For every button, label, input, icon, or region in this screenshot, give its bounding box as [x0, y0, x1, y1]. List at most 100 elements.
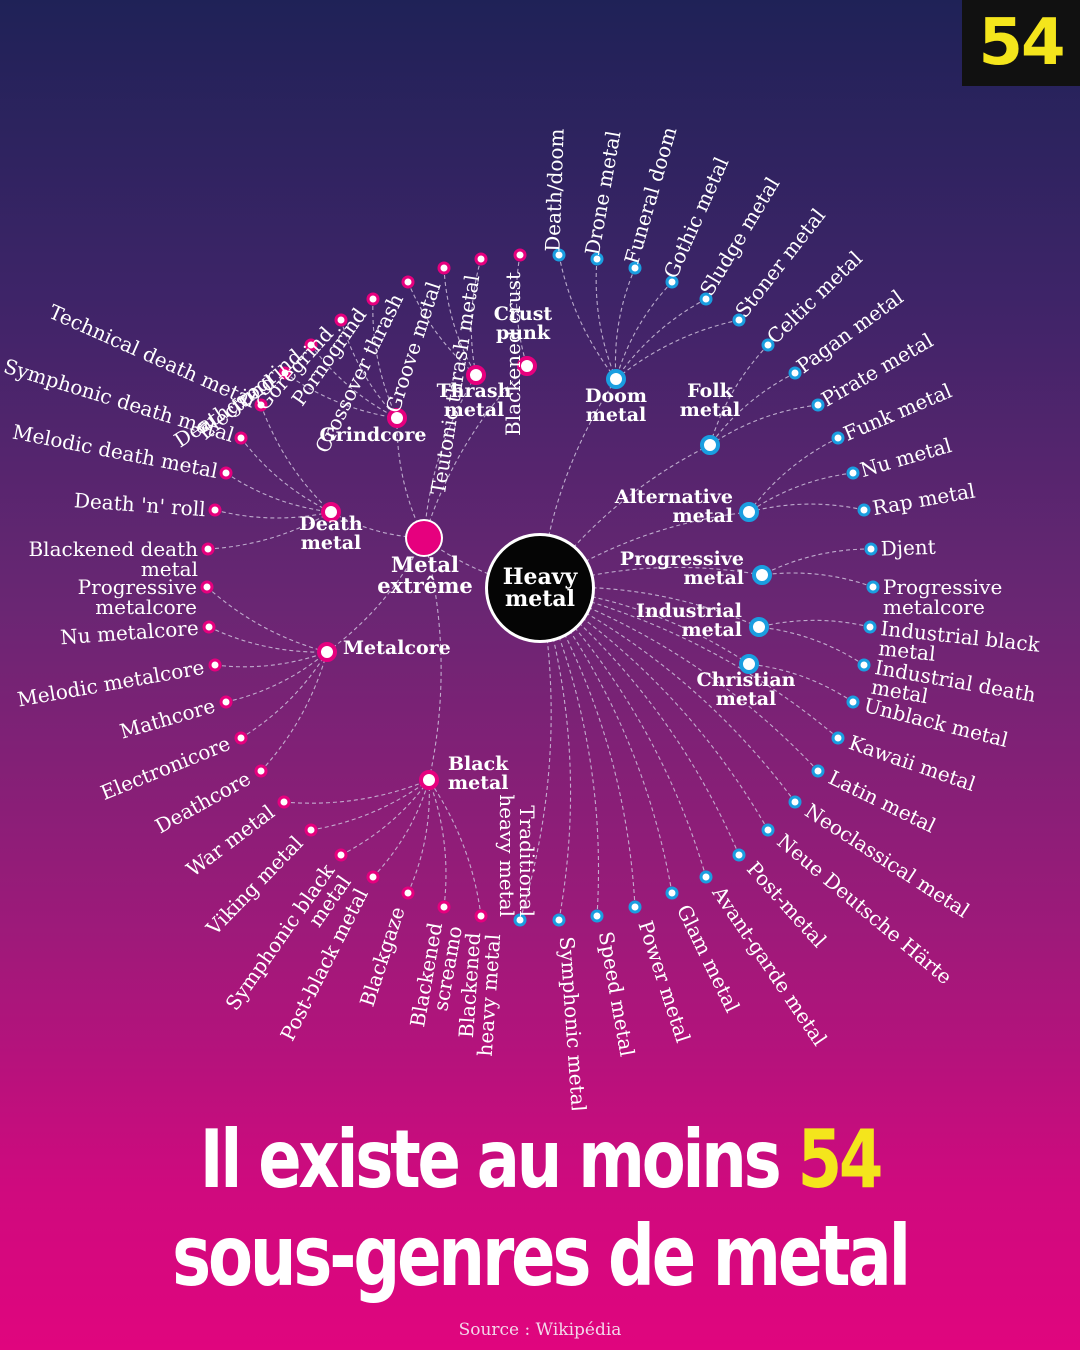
link-leaf-celtic-metal [709, 344, 769, 446]
link-leaf-drone-metal [595, 258, 617, 380]
leaf-dot-melodic-death-metal [219, 466, 233, 480]
count-badge: 54 [962, 0, 1080, 86]
link-thrash [423, 374, 477, 539]
hub-label-folk: Folk metal [680, 380, 741, 421]
leaf-label-progressive-metalcore-line: metalcore [883, 595, 985, 619]
leaf-dot-blackened-heavy-metal [474, 909, 488, 923]
leaf-label-djent: Djent [880, 535, 936, 561]
leaf-label-industrial-black-metal-line: metal [877, 636, 936, 666]
link-leaf-teutonic-thrash-metal [470, 258, 482, 376]
hub-label-extreme-line: Metal [391, 552, 459, 577]
leaf-dot-pagan-metal [788, 366, 802, 380]
link-leaf-viking-metal [310, 779, 430, 831]
leaf-label-progressive-metalcore-line: metalcore [95, 595, 197, 619]
link-leaf-nu-metalcore [208, 626, 328, 653]
hub-dot-christian [739, 654, 759, 674]
leaf-dot-latin-metal [811, 764, 825, 778]
leaf-dot-mathcore [219, 695, 233, 709]
link-leaf-electrogrind [310, 344, 398, 419]
leaf-dot-power-metal [628, 900, 642, 914]
leaf-dot-djent [864, 542, 878, 556]
link-leaf-rap-metal [748, 503, 865, 513]
leaf-dot-sludge-metal [699, 292, 713, 306]
hub-label-industrial-line: metal [682, 619, 743, 641]
leaf-dot-blackened-screamo [437, 900, 451, 914]
leaf-dot-industrial-black-metal [863, 620, 877, 634]
hub-label-industrial: Industrial metal [636, 600, 742, 641]
leaf-dot-deathcore [254, 764, 268, 778]
hub-label-black-line: Black [448, 753, 509, 775]
leaf-dot-kawaii-metal [831, 731, 845, 745]
leaf-dot-avant-garde-metal [699, 870, 713, 884]
root-node [488, 536, 592, 640]
hub-dot-industrial [749, 617, 769, 637]
link-leaf-post-black-metal [372, 779, 430, 878]
leaf-label-nu-metal-line: Nu metal [857, 433, 954, 482]
hub-label-black-line: metal [448, 772, 509, 794]
leaf-dot-electrogrind [304, 338, 318, 352]
link-leaf-symphonic-black-metal [340, 779, 430, 856]
link-leaf-electronicore [240, 651, 328, 739]
leaf-label-progressive-metalcore: Progressive metalcore [78, 575, 197, 619]
leaf-dot-pirate-metal [811, 398, 825, 412]
leaf-label-progressive-metalcore-line: Progressive [78, 575, 197, 599]
leaf-dot-blackgaze [401, 886, 415, 900]
hub-label-folk-line: metal [680, 399, 741, 421]
leaf-label-mathcore-line: Mathcore [117, 693, 218, 743]
hub-label-alternative-line: metal [673, 505, 734, 527]
leaf-dot-celtic-metal [761, 338, 775, 352]
link-leaf-blackgaze [407, 779, 430, 894]
link-leaf-sludge-metal [615, 298, 707, 380]
leaf-label-death-n-roll: Death 'n' roll [73, 488, 206, 521]
hub-label-folk-line: Folk [687, 380, 733, 402]
leaf-label-symphonic-metal-line: Symphonic metal [555, 936, 591, 1110]
leaf-dot-stoner-metal [732, 313, 746, 327]
hub-label-crust-line: punk [496, 322, 551, 344]
leaf-label-blackened-crust-line: Blackened crust [501, 272, 525, 436]
leaf-label-drone-metal-line: Drone metal [580, 129, 625, 257]
hub-dot-crust [517, 356, 537, 376]
leaf-dot-goregrind [334, 313, 348, 327]
leaf-label-traditional-heavy-metal-line: heavy metal [495, 794, 519, 917]
leaf-dot-electronicore [234, 731, 248, 745]
hub-dot-folk [700, 435, 720, 455]
leaf-label-death-doom-line: Death/doom [540, 128, 568, 252]
leaf-dot-gothic-metal [665, 275, 679, 289]
hub-label-progressive: Progressive metal [620, 548, 744, 589]
hub-label-grindcore-line: Grindcore [320, 424, 427, 446]
hub-label-thrash-line: Thrash [437, 380, 512, 402]
hub-dot-extreme-core [407, 521, 441, 555]
leaf-dot-nu-metal [846, 466, 860, 480]
leaf-dot-neoclassical-metal [788, 795, 802, 809]
leaf-dot-melodic-metalcore [208, 658, 222, 672]
hub-label-metalcore-line: Metalcore [343, 637, 451, 659]
headline-line-1: Il existe au moins 54 [108, 1112, 972, 1208]
leaf-label-progressive-metalcore: Progressive metalcore [883, 575, 1002, 619]
link-leaf-speed-metal [539, 587, 600, 917]
leaf-dot-death-n-roll [208, 503, 222, 517]
leaf-dot-symphonic-death-metal [234, 431, 248, 445]
leaf-label-death-doom: Death/doom [540, 128, 568, 252]
link-leaf-nu-metal [748, 472, 854, 513]
hub-label-christian-line: metal [716, 688, 777, 710]
link-leaf-deathgrind [284, 372, 398, 419]
leaf-label-blackened-death-metal-line: Blackened death [28, 537, 198, 561]
link-leaf-war-metal [283, 779, 430, 804]
link-leaf-unblack-metal [748, 663, 854, 703]
hub-label-doom-line: Doom [585, 385, 647, 407]
link-leaf-funeral-doom [614, 267, 636, 380]
link-leaf-blackened-screamo [428, 779, 447, 908]
leaf-dot-teutonic-thrash-metal [474, 252, 488, 266]
hub-label-death-line: Death [299, 513, 363, 535]
tree-nodes [200, 248, 880, 927]
hub-label-thrash: Thrash metal [437, 380, 512, 421]
link-leaf-deathcore [260, 651, 328, 772]
link-leaf-death-n-roll [214, 509, 332, 519]
hub-dot-thrash [466, 365, 486, 385]
root-label: Heavy metal [503, 564, 579, 612]
leaf-dot-glam-metal [665, 886, 679, 900]
leaf-label-djent-line: Djent [880, 535, 936, 561]
leaf-label-rap-metal-line: Rap metal [871, 479, 977, 521]
leaf-dot-nu-metalcore [202, 620, 216, 634]
